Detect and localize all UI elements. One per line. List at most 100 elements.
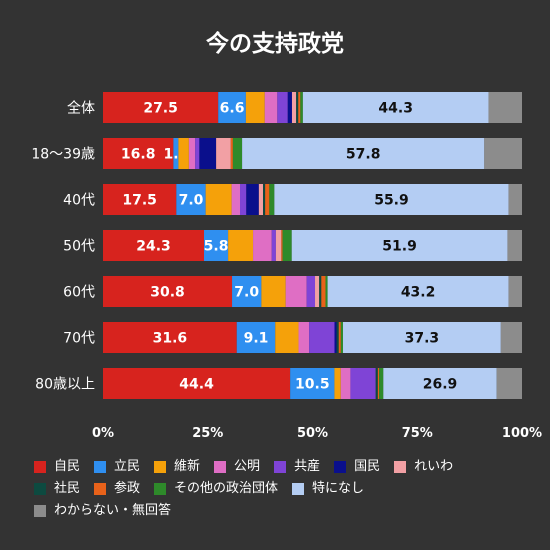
legend-item: 特になし: [292, 478, 364, 500]
bar-segment: [300, 92, 303, 123]
legend-label: 特になし: [312, 481, 365, 496]
bar-segment: [240, 184, 247, 215]
bar-segment: [340, 322, 343, 353]
bar-segment: [275, 322, 299, 353]
bar-segment: [340, 368, 351, 399]
bar-segment: [236, 322, 276, 353]
bar-segment: [199, 138, 217, 169]
bar-segment: [336, 322, 339, 353]
data-label: 57.8: [346, 147, 381, 163]
bar-segment: [231, 184, 241, 215]
bar-segment: [261, 276, 286, 307]
bar-segment: [232, 138, 243, 169]
legend-label: 国民: [354, 459, 381, 474]
bar-segment: [375, 368, 378, 399]
bar-segment: [264, 92, 278, 123]
bar-segment: [290, 368, 335, 399]
legend-row: 社民 参政 その他の政治団体 特になし: [34, 478, 534, 500]
category-label: 18〜39歳: [31, 147, 95, 163]
bar-segment: [103, 276, 233, 307]
bar-segment: [338, 322, 341, 353]
bar-segment: [103, 230, 205, 261]
data-label: 9.1: [244, 331, 269, 347]
bar-segment: [275, 230, 282, 261]
bar-segment: [246, 184, 259, 215]
data-label: 44.4: [179, 377, 214, 393]
bar-segment: [176, 184, 206, 215]
legend-label: 公明: [234, 459, 261, 474]
legend-label: その他の政治団体: [174, 481, 279, 496]
legend-swatch: [292, 483, 305, 495]
bar-segment: [496, 368, 522, 399]
legend-swatch: [274, 461, 287, 473]
bar-segment: [204, 230, 229, 261]
bar-segment: [383, 368, 497, 399]
x-tick-label: 25%: [192, 426, 223, 441]
bar-segment: [309, 322, 335, 353]
bar-segment: [282, 230, 292, 261]
bar-segment: [173, 138, 179, 169]
legend-item: 自民: [34, 456, 80, 478]
legend-item: 立民: [94, 456, 140, 478]
legend-item: 国民: [334, 456, 380, 478]
data-label: 30.8: [150, 285, 185, 301]
bar-segment: [508, 184, 522, 215]
bar-segment: [103, 92, 219, 123]
bar-segment: [103, 138, 174, 169]
legend-item: 公明: [214, 456, 260, 478]
bar-segment: [334, 322, 337, 353]
legend-swatch: [154, 483, 167, 495]
bar-segment: [350, 368, 376, 399]
legend-row: わからない・無回答: [34, 500, 534, 522]
bar-segment: [508, 276, 522, 307]
bar-segment: [216, 138, 231, 169]
category-label: 80歳以上: [35, 377, 95, 393]
data-label: 10.5: [295, 377, 330, 393]
data-label: 55.9: [374, 193, 409, 209]
x-tick-label: 100%: [502, 426, 542, 441]
bar-segment: [377, 368, 380, 399]
bar-segment: [232, 276, 262, 307]
data-label: 43.2: [401, 285, 436, 301]
legend-swatch: [154, 461, 167, 473]
bar-segment: [315, 276, 320, 307]
data-label: 27.5: [143, 101, 178, 117]
legend-swatch: [34, 505, 46, 517]
data-label: 17.5: [122, 193, 157, 209]
data-label: 7.0: [234, 285, 259, 301]
data-label: 16.8: [121, 147, 156, 163]
data-label: 24.3: [136, 239, 171, 255]
legend-swatch: [34, 461, 46, 473]
x-tick-label: 75%: [402, 426, 433, 441]
data-label: 7.0: [179, 193, 204, 209]
bar-segment: [245, 92, 265, 123]
chart-title: 今の支持政党: [206, 31, 344, 57]
legend-swatch: [94, 483, 107, 495]
bar-segment: [265, 184, 270, 215]
bar-segment: [285, 276, 307, 307]
bar-segment: [281, 230, 283, 261]
legend-swatch: [334, 461, 347, 473]
bar-segment: [195, 138, 200, 169]
bar-segment: [298, 322, 310, 353]
bar-segment: [103, 368, 291, 399]
bar-segment: [188, 138, 196, 169]
x-tick-label: 0%: [92, 426, 114, 441]
bar-segment: [484, 138, 522, 169]
bar-segment: [291, 230, 508, 261]
bar-segment: [103, 184, 177, 215]
legend-item: 維新: [154, 456, 200, 478]
bar-segment: [178, 138, 189, 169]
bar-segment: [103, 322, 237, 353]
legend-swatch: [34, 483, 46, 495]
category-label: 40代: [63, 193, 95, 209]
bar-segment: [218, 92, 246, 123]
bar-segment: [319, 276, 322, 307]
legend-item: わからない・無回答: [34, 500, 171, 522]
legend-label: 共産: [294, 459, 321, 474]
bar-segment: [306, 276, 316, 307]
category-label: 60代: [63, 285, 95, 301]
legend: 自民 立民 維新 公明 共産 国民 れいわ 社民 参政 その他の政治団体 特になし わからない・無回答: [34, 456, 534, 522]
legend-label: 参政: [114, 481, 141, 496]
